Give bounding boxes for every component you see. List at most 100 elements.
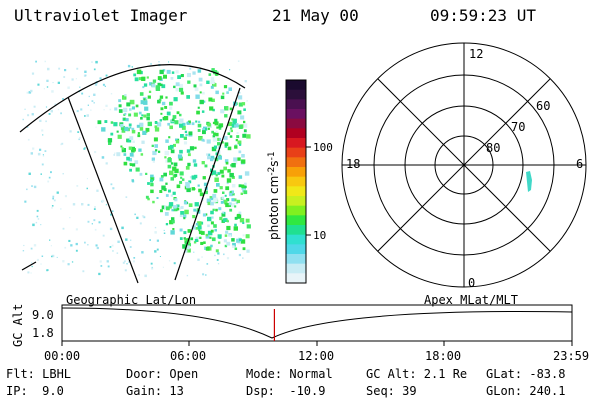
aurora-speckle: [212, 83, 217, 87]
aurora-speckle: [128, 157, 132, 162]
aurora-speckle: [151, 144, 154, 147]
aurora-speckle: [233, 160, 238, 165]
aurora-speckle: [222, 218, 227, 222]
aurora-speckle: [131, 106, 135, 110]
aurora-speckle: [76, 110, 79, 113]
aurora-speckle: [182, 244, 187, 249]
aurora-speckle: [94, 228, 97, 231]
aurora-speckle: [179, 237, 183, 240]
aurora-speckle: [233, 198, 237, 202]
altitude-timeline: GC Alt: [11, 304, 573, 347]
aurora-speckle: [226, 182, 229, 185]
aurora-speckle: [229, 234, 232, 237]
aurora-speckle: [76, 185, 79, 187]
aurora-speckle: [57, 81, 60, 84]
aurora-speckle: [90, 109, 92, 111]
colorbar-swatch: [286, 244, 306, 255]
aurora-speckle: [157, 76, 162, 80]
aurora-speckle: [51, 90, 54, 93]
aurora-speckle: [39, 119, 42, 122]
aurora-speckle: [211, 98, 215, 102]
aurora-speckle: [211, 146, 217, 152]
aurora-speckle: [125, 118, 129, 122]
polar-aurora-patch: [526, 171, 532, 192]
mlat-label-70: 70: [511, 120, 525, 134]
aurora-speckle: [37, 83, 40, 86]
aurora-speckle: [156, 248, 159, 251]
aurora-speckle: [159, 69, 164, 75]
aurora-speckle: [56, 191, 59, 194]
aurora-speckle: [129, 99, 135, 105]
aurora-speckle: [152, 160, 155, 163]
aurora-speckle: [143, 98, 146, 101]
aurora-speckle: [95, 244, 98, 247]
aurora-speckle: [229, 135, 233, 138]
aurora-speckle: [132, 148, 136, 152]
aurora-speckle: [198, 229, 201, 232]
aurora-speckle: [141, 76, 146, 81]
aurora-speckle: [198, 77, 203, 82]
aurora-speckle: [198, 120, 201, 123]
aurora-speckle: [221, 174, 225, 178]
aurora-speckle: [186, 187, 191, 193]
aurora-speckle: [215, 90, 219, 95]
aurora-speckle: [186, 95, 190, 99]
aurora-speckle: [150, 189, 154, 194]
aurora-speckle: [212, 108, 215, 112]
aurora-speckle: [179, 118, 184, 123]
aurora-speckle: [239, 143, 242, 146]
aurora-speckle: [98, 221, 101, 224]
aurora-speckle: [110, 132, 114, 136]
aurora-speckle: [168, 260, 171, 262]
aurora-speckle: [95, 60, 98, 64]
aurora-speckle: [239, 92, 241, 94]
aurora-speckle: [197, 123, 202, 128]
aurora-speckle: [41, 129, 44, 132]
aurora-speckle: [43, 88, 45, 90]
aurora-speckle: [231, 163, 236, 168]
aurora-speckle: [192, 159, 197, 163]
aurora-speckle: [223, 211, 226, 215]
aurora-speckle: [224, 106, 229, 111]
aurora-speckle: [233, 121, 236, 125]
aurora-speckle: [168, 61, 170, 63]
aurora-speckle: [95, 126, 97, 128]
aurora-speckle: [158, 98, 162, 102]
mlt-label-12: 12: [469, 47, 483, 61]
aurora-speckle: [243, 190, 248, 195]
aurora-speckle: [197, 106, 200, 109]
aurora-speckle: [51, 207, 53, 209]
aurora-speckle: [172, 166, 177, 171]
aurora-speckle: [113, 154, 116, 156]
aurora-speckle: [223, 239, 227, 243]
aurora-speckle: [52, 195, 55, 198]
aurora-speckle: [124, 112, 127, 115]
aurora-speckle: [178, 156, 183, 161]
aurora-speckle: [110, 183, 113, 186]
aurora-speckle: [238, 175, 243, 179]
aurora-speckle: [75, 228, 78, 231]
aurora-speckle: [150, 262, 153, 265]
aurora-speckle: [103, 109, 105, 111]
aurora-speckle: [172, 115, 177, 119]
aurora-speckle: [171, 217, 175, 221]
aurora-speckle: [163, 74, 167, 79]
aurora-speckle: [212, 135, 215, 138]
aurora-speckle: [117, 240, 120, 243]
aurora-speckle: [210, 85, 214, 89]
aurora-speckle: [33, 185, 37, 189]
aurora-speckle: [217, 172, 221, 175]
aurora-speckle: [164, 205, 168, 209]
aurora-speckle: [218, 207, 222, 211]
aurora-speckle: [171, 209, 174, 212]
aurora-speckle: [108, 141, 112, 145]
aurora-speckle: [33, 105, 36, 108]
aurora-speckle: [187, 80, 191, 84]
aurora-speckle: [202, 213, 206, 217]
colorbar-unit-label: photon cm-2s-1: [267, 151, 281, 240]
aurora-speckle: [185, 245, 190, 250]
aurora-speckle: [129, 126, 132, 129]
aurora-speckle: [139, 122, 144, 127]
aurora-speckle: [23, 244, 25, 247]
